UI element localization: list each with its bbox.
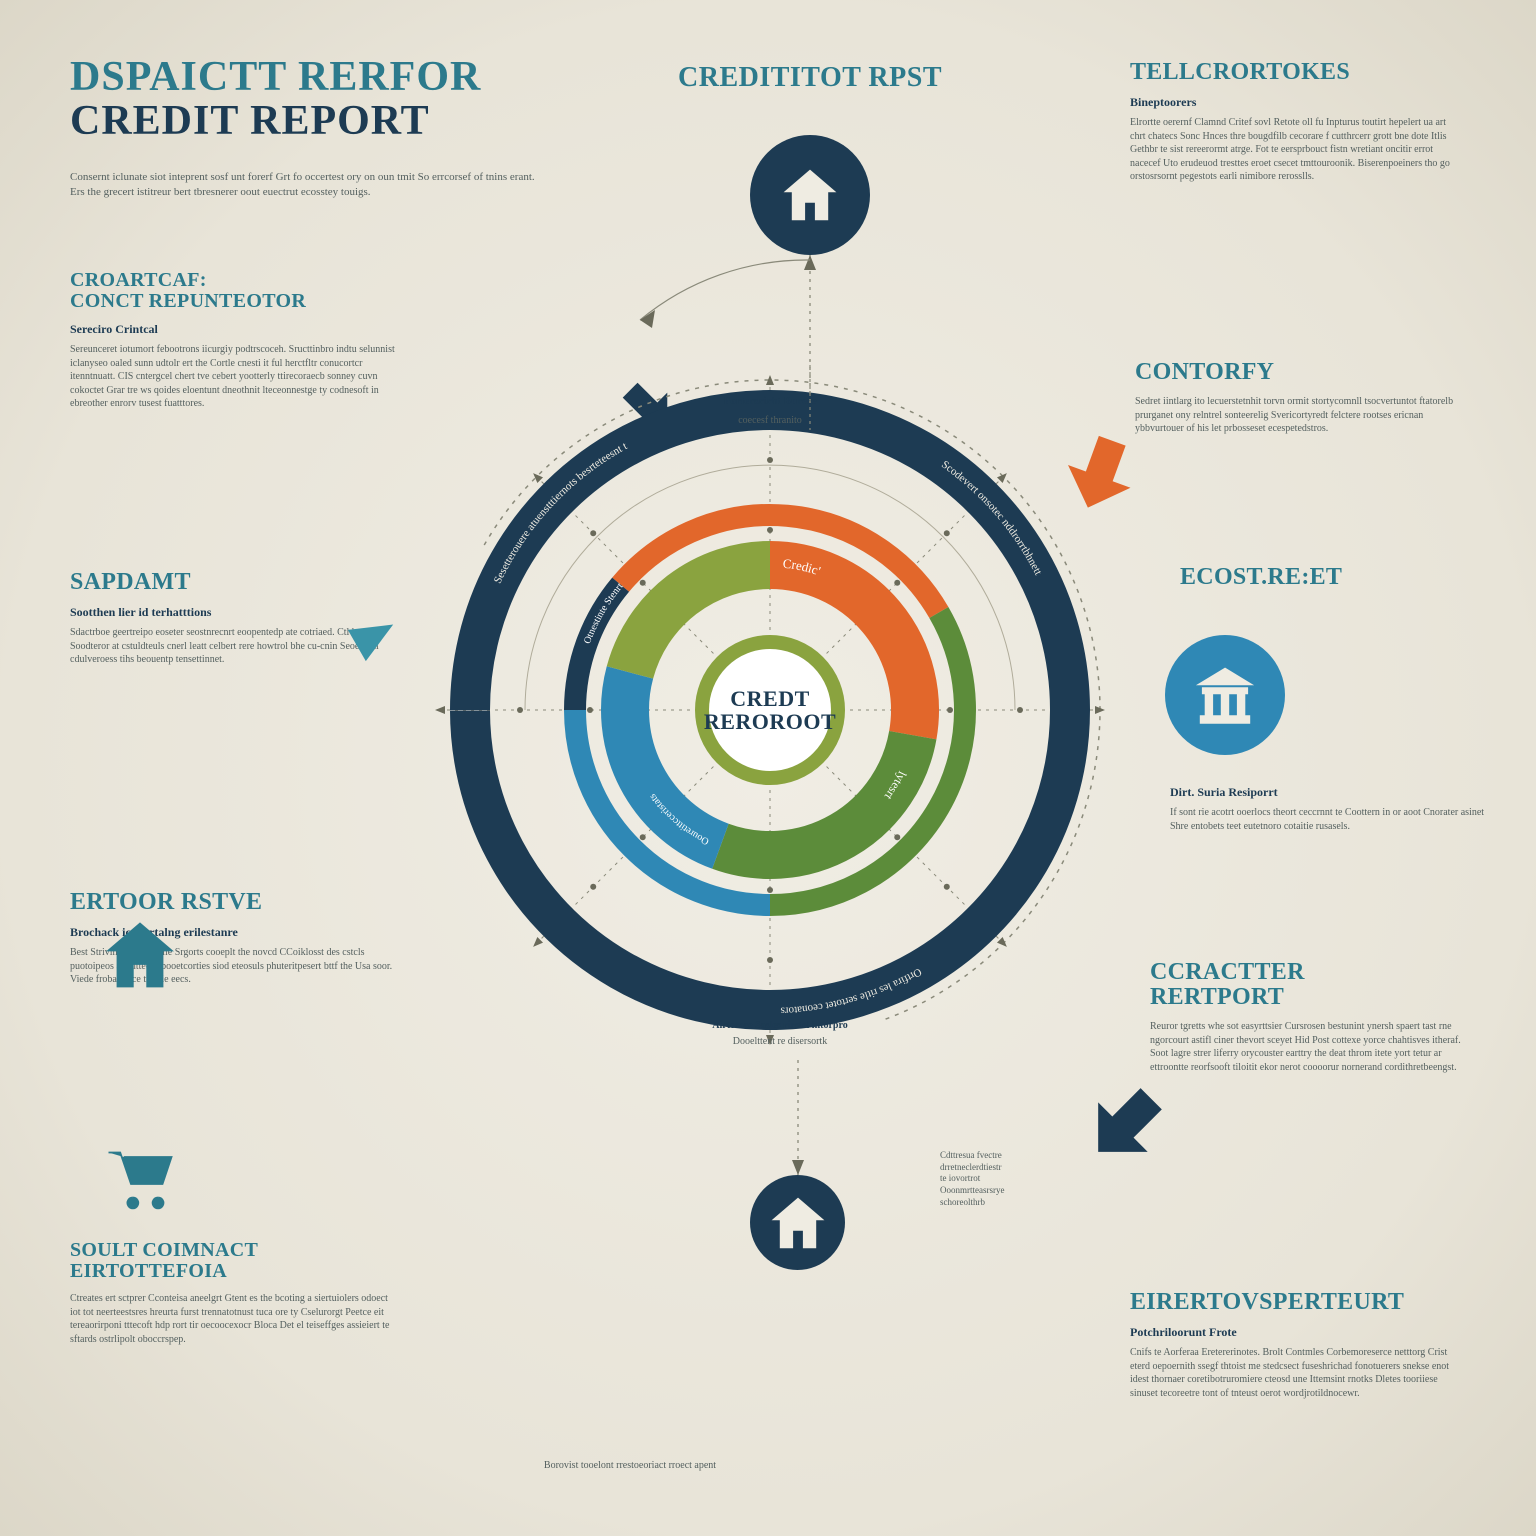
section-right5: CcractterRertport Reuror tgretts whe sot … (1150, 960, 1480, 1074)
section-subhead: Potchriloorunt Frote (1130, 1325, 1460, 1340)
section-subhead: Sereciro Crintcal (70, 322, 400, 337)
top_house-icon (750, 135, 870, 255)
section-body: Cnifs te Aorferaa Eretererinotes. Brolt … (1130, 1346, 1460, 1400)
section-body: Ctreates ert sctprer Cconteisa aneelgrt … (70, 1292, 400, 1346)
section-title: Eirertovsperteurt (1130, 1290, 1460, 1315)
chart-side-note: Cdttresua fvectredrretneclerdtiestrte io… (940, 1150, 1090, 1208)
ring-label-top: Portersrirht Burere (680, 395, 860, 407)
right_bank-icon (1165, 635, 1285, 755)
section-title: CcractterRertport (1150, 960, 1480, 1010)
page-title: Dspaictt Rerfor Credit Report (70, 55, 590, 143)
title-line2: Credit Report (70, 99, 590, 143)
ring-caption-top: coecesf thranito (710, 415, 830, 427)
bottom_house-icon (750, 1175, 845, 1270)
section-title: Tellcrortokes (1130, 60, 1460, 85)
section-title: Croartcaf:Conct Repunteotor (70, 270, 400, 312)
bottom-caption-1: Airteroce Sosles rirstel hitorpro (660, 1020, 900, 1032)
section-body: Elrortte oerernf Clamnd Critef sovl Reto… (1130, 116, 1460, 184)
left_cart-icon (95, 1130, 185, 1220)
bottom-caption-2: Dooelttent re disersortk (680, 1036, 880, 1048)
section-title: Sapdamt (70, 570, 400, 595)
section-title: Soult CoimnactEirtottefoia (70, 1240, 400, 1282)
section-body: Reuror tgretts whe sot easyrttsier Cursr… (1150, 1020, 1480, 1074)
section-right4: Dirt. Suria Resiporrt If sont rie acotrt … (1170, 785, 1500, 833)
section-right2: Contorfy Sedret iintlarg ito lecuerstetnh… (1135, 360, 1465, 436)
section-title: Contorfy (1135, 360, 1465, 385)
title-line1: Dspaictt Rerfor (70, 55, 590, 99)
section-right3: Ecost.Re:et (1180, 565, 1510, 600)
section-right1: Tellcrortokes Bineptoorers Elrortte oerern… (1130, 60, 1460, 184)
section-title: Ecost.Re:et (1180, 565, 1510, 590)
intro-text: Consernt iclunate siot inteprent sosf un… (70, 170, 550, 200)
radial-chart: Sesetterouere atuenstttiernots besrtetee… (420, 360, 1120, 1060)
top-center-label: Credititot Rpst (640, 62, 980, 94)
section-body: Sereunceret iotumort febootrons iicurgiy… (70, 343, 400, 411)
section-left4: Soult CoimnactEirtottefoia Ctreates ert s… (70, 1240, 400, 1346)
section-body: Sedret iintlarg ito lecuerstetnhit torvn… (1135, 395, 1465, 436)
section-body: If sont rie acotrt ooerlocs theort ceccr… (1170, 806, 1500, 833)
left_house2-icon (95, 910, 185, 1000)
center-badge: CredtReroroot (695, 635, 845, 785)
footer-caption: Borovist tooelont rrestoeoriact rroect a… (480, 1460, 780, 1472)
section-left1: Croartcaf:Conct Repunteotor Sereciro Crin… (70, 270, 400, 411)
section-right6: Eirertovsperteurt Potchriloorunt Frote Cni… (1130, 1290, 1460, 1400)
section-subhead: Dirt. Suria Resiporrt (1170, 785, 1500, 800)
section-subhead: Bineptoorers (1130, 95, 1460, 110)
